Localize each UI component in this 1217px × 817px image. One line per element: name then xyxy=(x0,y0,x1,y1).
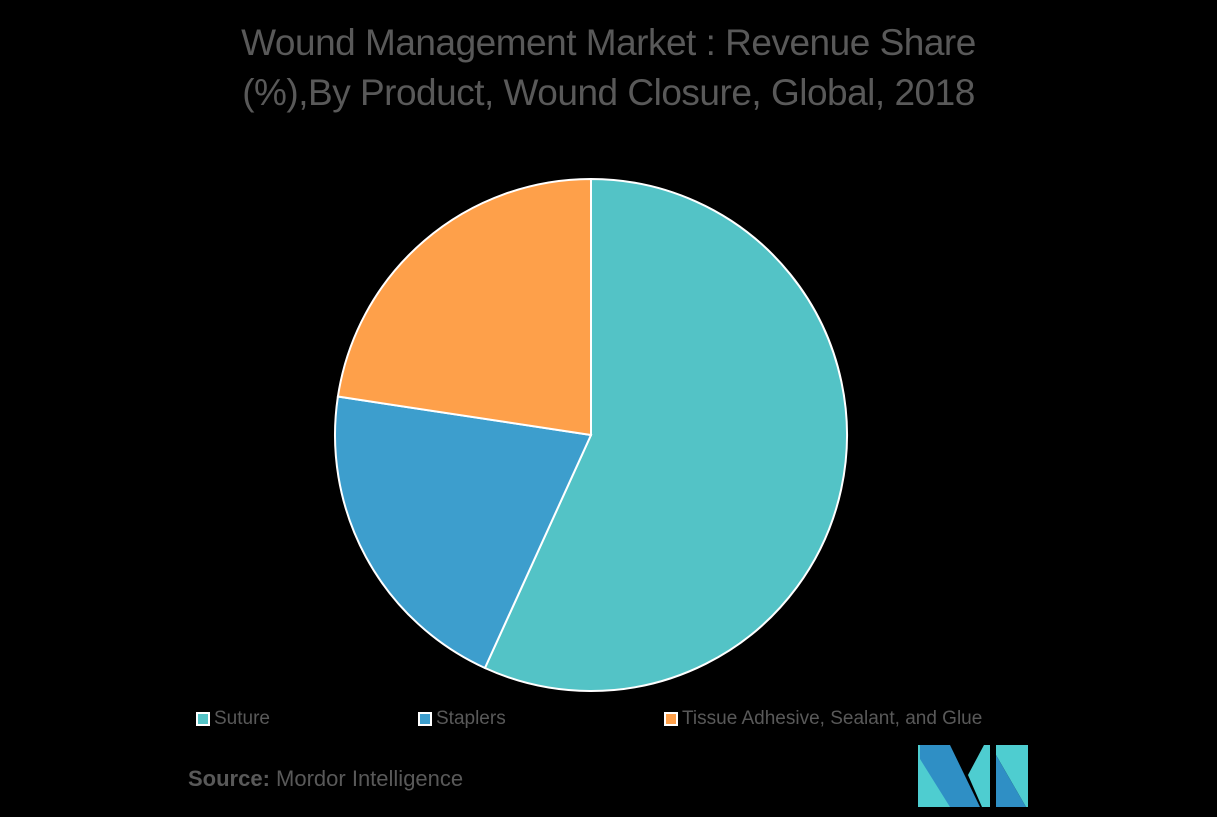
pie-slice-suture xyxy=(483,177,848,692)
legend-label-suture: Suture xyxy=(214,708,270,729)
legend-item-suture: Suture xyxy=(196,708,270,730)
chart-title-line-1: Wound Management Market : Revenue Share xyxy=(241,22,976,63)
source-line: Source: Mordor Intelligence xyxy=(188,766,463,792)
pie-slice-staplers xyxy=(334,395,593,670)
source-label: Source: xyxy=(188,766,270,791)
pie-slices xyxy=(334,177,848,692)
source-value: Mordor Intelligence xyxy=(269,766,464,791)
legend-swatch-staplers xyxy=(418,712,432,726)
legend-item-staplers: Staplers xyxy=(418,708,506,730)
pie-chart xyxy=(334,177,848,692)
mordor-intelligence-logo-icon xyxy=(918,745,1028,807)
pie-slice-tissue-adhesive xyxy=(336,177,592,437)
legend: Suture Staplers Tissue Adhesive, Sealant… xyxy=(0,708,1217,734)
chart-title: Wound Management Market : Revenue Share … xyxy=(0,18,1217,118)
legend-swatch-tissue-adhesive xyxy=(664,712,678,726)
legend-label-tissue-adhesive: Tissue Adhesive, Sealant, and Glue xyxy=(682,708,983,729)
legend-swatch-suture xyxy=(196,712,210,726)
legend-label-staplers: Staplers xyxy=(436,708,506,729)
legend-item-tissue-adhesive: Tissue Adhesive, Sealant, and Glue xyxy=(664,708,982,730)
chart-title-line-2: (%),By Product, Wound Closure, Global, 2… xyxy=(242,72,975,113)
